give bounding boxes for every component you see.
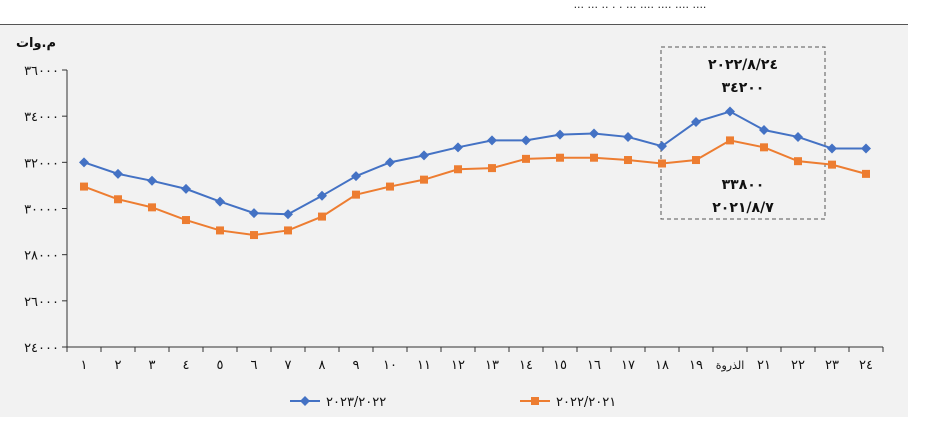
- y-axis-label: م.وات: [16, 36, 56, 51]
- data-point-series-2: [624, 156, 632, 165]
- data-point-series-2: [318, 212, 326, 221]
- data-point-series-2: [352, 190, 360, 199]
- data-point-series-2: [488, 164, 496, 173]
- data-point-series-2: [386, 182, 394, 191]
- data-point-series-1: [419, 150, 429, 161]
- y-tick-label: ٣٠٠٠٠: [24, 203, 59, 218]
- data-point-series-2: [692, 156, 700, 165]
- data-point-series-2: [828, 160, 836, 169]
- data-point-series-1: [555, 129, 565, 140]
- annotation-value-2021: ٣٣٨٠٠: [722, 177, 765, 193]
- header-fragment-text: ... ... .. . . ... .... .... .... ....: [574, 3, 707, 11]
- data-point-series-1: [215, 196, 225, 207]
- x-tick-label: ٢٢: [791, 358, 805, 373]
- x-tick-label: ١: [81, 358, 88, 373]
- data-point-series-1: [453, 142, 463, 153]
- x-tick-label: الذروة: [716, 359, 745, 372]
- data-point-series-1: [147, 175, 157, 186]
- x-tick-label: ١٠: [383, 358, 397, 373]
- x-tick-label: ١١: [417, 358, 431, 373]
- x-tick-label: ٦: [251, 358, 258, 373]
- x-axis-ticks: ١ ٢ ٣ ٤ ٥ ٦ ٧ ٨ ٩ ١٠ ١١ ١٢ ١٣ ١٤ ١٥ ١٦ ١٧ ١٨ ١٩ الذروة ٢١ ٢٢ ٢…: [66, 347, 884, 373]
- data-point-series-1: [793, 131, 803, 142]
- y-tick-label: ٣٢٠٠٠: [24, 156, 59, 171]
- legend-label-1: ٢٠٢٣/٢٠٢٢: [326, 395, 386, 410]
- data-point-series-2: [862, 169, 870, 178]
- y-tick-label: ٣٤٠٠٠: [24, 110, 59, 125]
- data-point-series-1: [623, 131, 633, 142]
- data-point-series-2: [794, 157, 802, 166]
- x-tick-label: ٢٤: [859, 358, 873, 373]
- legend-label-2: ٢٠٢٢/٢٠٢١: [556, 395, 616, 410]
- data-point-series-1: [487, 135, 497, 146]
- x-tick-label: ٤: [183, 358, 190, 373]
- data-point-series-1: [521, 135, 531, 146]
- data-point-series-2: [216, 226, 224, 235]
- series-line-2: [83, 139, 867, 237]
- annotation-date-2021: ٢٠٢١/٨/٧: [712, 200, 774, 216]
- legend-marker-1: [300, 396, 310, 406]
- data-point-series-2: [284, 226, 292, 235]
- data-point-series-1: [181, 183, 191, 194]
- annotation-date-2022: ٢٠٢٢/٨/٢٤: [708, 57, 778, 73]
- series-group: [79, 106, 871, 240]
- data-point-series-1: [351, 171, 361, 182]
- x-tick-label: ٢١: [757, 358, 771, 373]
- data-point-series-1: [759, 125, 769, 136]
- x-tick-label: ١٥: [553, 358, 567, 373]
- series-line-1: [83, 110, 866, 216]
- x-tick-label: ٢: [115, 358, 122, 373]
- data-point-series-1: [385, 157, 395, 168]
- x-tick-label: ٨: [319, 358, 326, 373]
- x-tick-label: ٥: [217, 358, 224, 373]
- data-point-series-2: [556, 153, 564, 162]
- y-axis-ticks: ٢٤٠٠٠ ٢٦٠٠٠ ٢٨٠٠٠ ٣٠٠٠٠ ٣٢٠٠٠ ٣٤٠٠٠ ٣٦٠٠٠: [24, 64, 67, 356]
- data-point-series-2: [148, 203, 156, 212]
- data-point-series-2: [522, 154, 530, 163]
- data-point-series-1: [827, 143, 837, 154]
- y-tick-label: ٢٤٠٠٠: [24, 341, 59, 356]
- x-tick-label: ٧: [285, 358, 292, 373]
- annotation-value-2022: ٣٤٢٠٠: [722, 80, 765, 96]
- data-point-series-2: [454, 165, 462, 174]
- x-tick-label: ١٨: [655, 358, 669, 373]
- data-point-series-1: [861, 143, 871, 154]
- data-point-series-2: [114, 195, 122, 204]
- x-tick-label: ١٦: [587, 358, 601, 373]
- data-point-series-1: [317, 190, 327, 201]
- data-point-series-2: [420, 175, 428, 184]
- header-text-fragment: ... ... .. . . ... .... .... .... ....: [0, 0, 933, 12]
- data-point-series-1: [79, 157, 89, 168]
- data-point-series-1: [283, 209, 293, 220]
- legend-marker-2: [531, 397, 539, 405]
- data-point-series-1: [725, 106, 735, 117]
- data-point-series-1: [249, 208, 259, 219]
- data-point-series-1: [113, 168, 123, 179]
- data-point-series-1: [657, 141, 667, 152]
- x-tick-label: ١٧: [621, 358, 635, 373]
- x-tick-label: ١٣: [485, 358, 499, 373]
- x-tick-label: ١٢: [451, 358, 465, 373]
- y-tick-label: ٢٨٠٠٠: [24, 249, 59, 264]
- x-tick-label: ٣: [149, 358, 156, 373]
- data-point-series-2: [760, 143, 768, 152]
- data-point-series-2: [182, 216, 190, 225]
- data-point-series-2: [590, 153, 598, 162]
- x-tick-label: ١٤: [519, 358, 533, 373]
- y-tick-label: ٢٦٠٠٠: [24, 295, 59, 310]
- peak-annotation: ٢٠٢٢/٨/٢٤ ٣٤٢٠٠ ٣٣٨٠٠ ٢٠٢١/٨/٧: [660, 46, 826, 220]
- x-tick-label: ١٩: [689, 358, 703, 373]
- data-point-series-2: [726, 136, 734, 145]
- data-point-series-2: [250, 231, 258, 240]
- data-point-series-1: [589, 128, 599, 139]
- data-point-series-2: [658, 159, 666, 168]
- data-point-series-2: [80, 182, 88, 191]
- x-tick-label: ٢٣: [825, 358, 839, 373]
- data-point-series-1: [691, 116, 701, 127]
- y-tick-label: ٣٦٠٠٠: [24, 64, 59, 79]
- legend: ٢٠٢٣/٢٠٢٢ ٢٠٢٢/٢٠٢١: [290, 395, 616, 410]
- x-tick-label: ٩: [353, 358, 360, 373]
